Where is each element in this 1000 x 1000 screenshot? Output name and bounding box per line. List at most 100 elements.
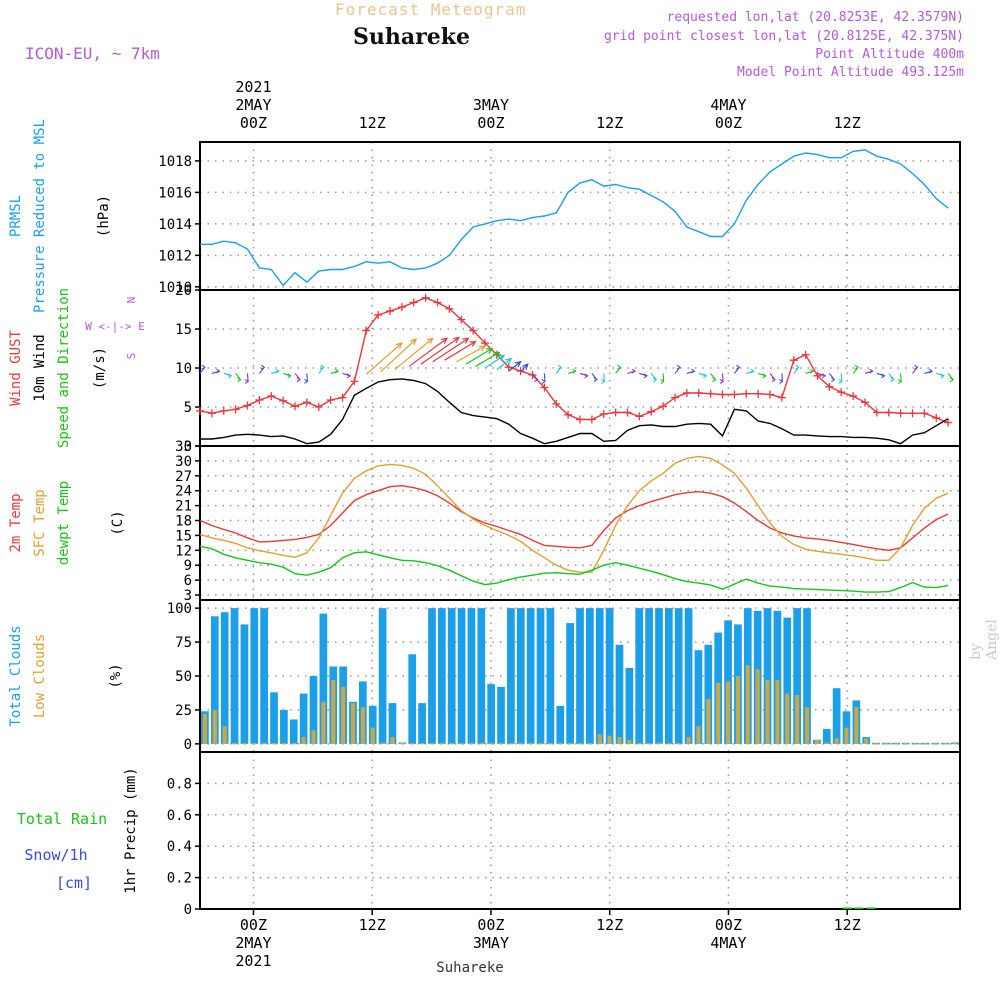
- bar: [311, 730, 316, 744]
- data-marker: [314, 403, 323, 411]
- y-tick-label: 1018: [158, 154, 192, 170]
- panel-wind: 0 5 10 15 20 Wind GUST 10m Wind Speed and Direc…: [8, 283, 961, 455]
- data-marker: [837, 388, 846, 397]
- y-tick-label: 9: [184, 558, 192, 574]
- wind-dir-arrow-head: [557, 364, 563, 370]
- wind-arrow: [465, 347, 493, 365]
- wind-dir-arrow-head: [601, 379, 606, 384]
- wind-dir-arrow-head: [572, 368, 577, 374]
- wind-arrow-head: [478, 345, 487, 352]
- bar: [331, 680, 336, 744]
- y-tick-label: 50: [175, 669, 192, 685]
- wind-dir-arrow-head: [334, 368, 340, 374]
- data-marker: [469, 326, 478, 335]
- model-name: ICON-EU, ~ 7km: [25, 44, 160, 63]
- wind-dir-arrow-head: [949, 377, 954, 383]
- data-marker: [587, 415, 596, 424]
- time-label: 12Z: [834, 916, 861, 934]
- wind-dir-arrow-head: [691, 368, 696, 374]
- y-tick-label: 15: [175, 322, 192, 338]
- wind-dir-arrow: [543, 373, 546, 382]
- wind-arrow-head: [395, 342, 403, 349]
- bar: [469, 742, 474, 745]
- bar: [498, 742, 504, 745]
- data-marker: [397, 303, 406, 312]
- bar: [558, 742, 563, 745]
- data-marker: [219, 406, 228, 415]
- bar: [291, 742, 296, 745]
- bar: [923, 742, 928, 745]
- bar: [270, 692, 278, 744]
- date-label: 4MAY: [710, 934, 746, 952]
- panel-label: (hPa): [96, 195, 112, 237]
- bar: [607, 735, 612, 744]
- data-marker: [635, 412, 644, 421]
- bar: [400, 742, 405, 745]
- bar: [706, 699, 711, 744]
- bar: [645, 608, 653, 744]
- time-label: 12Z: [834, 114, 861, 132]
- bar: [725, 681, 731, 744]
- wind-dir-arrow-head: [821, 373, 827, 379]
- wind-dir-arrow: [662, 373, 665, 382]
- y-tick-label: 75: [175, 635, 192, 651]
- bar: [785, 693, 790, 744]
- y-tick-label: 20: [175, 283, 192, 299]
- wind-arrow: [380, 338, 417, 373]
- y-tick-label: 24: [175, 484, 192, 500]
- bar: [301, 737, 306, 744]
- data-marker: [766, 390, 774, 399]
- bar: [824, 742, 829, 744]
- wind-dir-arrow: [781, 373, 783, 382]
- panel-label: (C): [110, 510, 126, 535]
- panel-label: Pressure Reduced to MSL: [32, 119, 48, 313]
- time-label: 00Z: [477, 114, 504, 132]
- bar: [635, 608, 644, 744]
- y-tick-label: 1012: [158, 248, 192, 264]
- grid-point-coordinates: grid point closest lon,lat (20.8125E, 42…: [603, 29, 964, 44]
- wind-arrow: [475, 351, 500, 367]
- y-tick-label: 25: [175, 703, 192, 719]
- data-marker: [279, 396, 288, 405]
- data-marker: [504, 363, 513, 372]
- time-label: 00Z: [240, 114, 267, 132]
- data-marker: [231, 405, 240, 414]
- data-marker: [243, 401, 252, 410]
- date-label: 2MAY: [235, 96, 271, 114]
- wind-dir-arrow-head: [809, 368, 815, 374]
- wind-dir-arrow-head: [346, 373, 352, 379]
- bar: [716, 682, 721, 744]
- bar: [735, 676, 740, 744]
- time-label: 00Z: [477, 916, 504, 934]
- wind-dir-arrow-head: [261, 364, 266, 370]
- data-marker: [255, 395, 264, 404]
- data-marker: [896, 409, 905, 418]
- wind-dir-arrow-head: [881, 373, 886, 379]
- y-tick-label: 0: [184, 902, 192, 918]
- bar: [864, 738, 869, 744]
- series-group-pressure: [200, 149, 949, 287]
- data-marker: [386, 307, 394, 316]
- data-marker: [872, 408, 881, 417]
- wind-dir-arrow-head: [584, 373, 589, 379]
- y-tick-label: 27: [175, 469, 192, 485]
- wind-dir-arrow: [900, 373, 902, 382]
- bar: [410, 742, 415, 745]
- y-tick-label: 6: [184, 573, 192, 589]
- wind-dir-arrow-head: [795, 364, 800, 370]
- bar: [617, 737, 622, 744]
- panel-label: (%): [108, 663, 124, 688]
- bar: [745, 665, 750, 744]
- bar: [408, 654, 417, 744]
- bar: [439, 742, 444, 745]
- wind-arrow-head: [505, 357, 513, 365]
- bar: [694, 650, 703, 744]
- bar: [280, 709, 288, 744]
- wind-dir-arrow-head: [296, 377, 301, 383]
- bar: [866, 907, 876, 909]
- bar: [449, 742, 454, 745]
- bar: [597, 734, 602, 744]
- data-marker: [801, 350, 810, 359]
